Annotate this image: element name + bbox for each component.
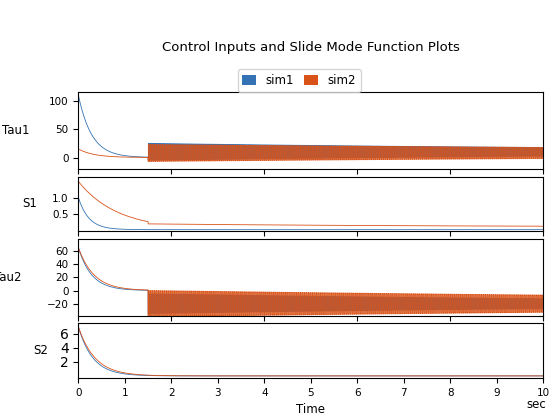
Text: sec: sec — [526, 398, 546, 411]
Y-axis label: S1: S1 — [22, 197, 38, 210]
Y-axis label: Tau1: Tau1 — [2, 124, 30, 137]
Y-axis label: S2: S2 — [33, 344, 48, 357]
Title: Control Inputs and Slide Mode Function Plots: Control Inputs and Slide Mode Function P… — [162, 41, 460, 54]
Y-axis label: Tau2: Tau2 — [0, 271, 22, 284]
X-axis label: Time: Time — [296, 403, 325, 416]
Legend: sim1, sim2: sim1, sim2 — [237, 69, 361, 92]
